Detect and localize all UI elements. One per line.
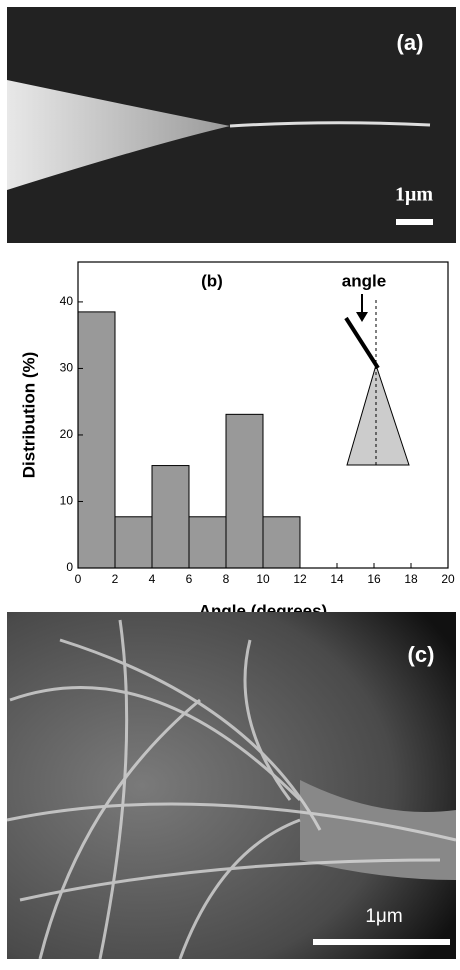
bar (77, 311, 116, 569)
x-tick-label: 2 (112, 572, 119, 586)
bar (188, 516, 227, 569)
x-tick-label: 10 (256, 572, 270, 586)
fibers (6, 619, 457, 960)
y-axis-label: Distribution (%) (19, 352, 38, 479)
x-tick-label: 12 (293, 572, 307, 586)
y-tick-label: 20 (60, 427, 74, 441)
scale-bar (396, 219, 433, 225)
inset-fiber (344, 316, 380, 370)
x-tick-label: 0 (75, 572, 82, 586)
x-tick-label: 6 (186, 572, 193, 586)
inset-cone (346, 363, 410, 466)
bar (262, 516, 301, 569)
bar (114, 516, 153, 569)
y-tick-label: 10 (60, 494, 74, 508)
micrograph (7, 612, 456, 959)
bundle (300, 780, 456, 880)
inset-arrowhead (356, 312, 368, 322)
panel-label: (c) (408, 642, 435, 667)
x-tick-label: 4 (149, 572, 156, 586)
y-tick-label: 30 (60, 361, 74, 375)
y-tick-label: 40 (60, 294, 74, 308)
panel-c: (c) 1μm (6, 612, 457, 960)
y-tick-label: 0 (66, 560, 73, 574)
x-tick-label: 18 (404, 572, 418, 586)
panel-label: (a) (397, 30, 424, 55)
x-tick-label: 16 (367, 572, 381, 586)
x-tick-label: 20 (441, 572, 455, 586)
bar (225, 413, 264, 569)
x-tick-label: 8 (223, 572, 230, 586)
panel-a: (a) 1μm (7, 7, 456, 243)
x-tick-label: 14 (330, 572, 344, 586)
panel-b: (b) angle (77, 261, 449, 569)
inset-label: angle (342, 271, 386, 290)
tip-shape (7, 80, 230, 190)
fiber (229, 121, 431, 128)
panel-label: (b) (201, 271, 223, 290)
scale-label: 1μm (365, 906, 402, 927)
scale-bar (313, 939, 450, 945)
bars (77, 311, 301, 569)
scale-label: 1μm (395, 184, 433, 206)
bar (151, 465, 190, 569)
